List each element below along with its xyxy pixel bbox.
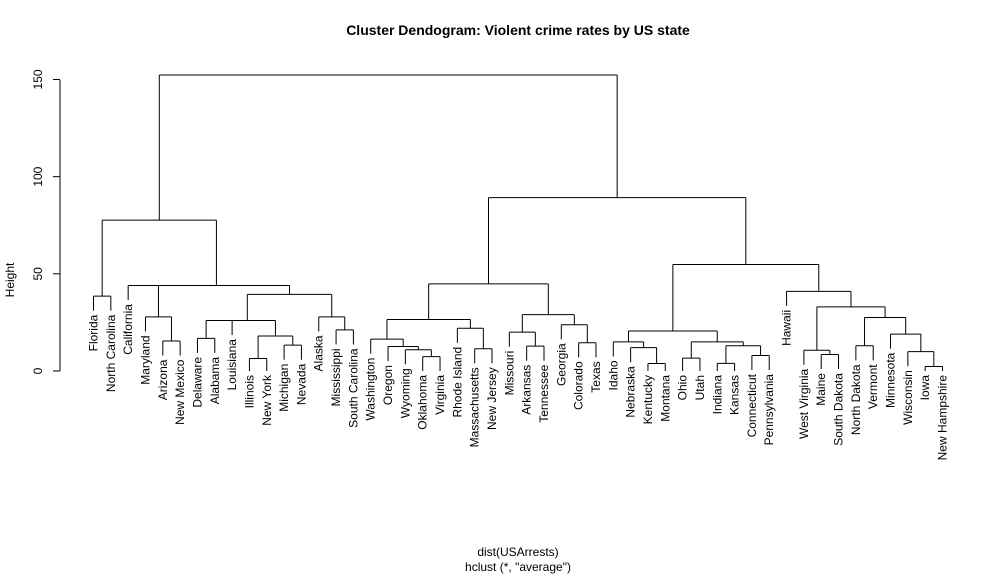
dendrogram-branches bbox=[93, 74, 943, 371]
leaf-label: Arizona bbox=[156, 359, 170, 400]
leaf-label: Pennsylvania bbox=[762, 374, 776, 446]
leaf-label: Ohio bbox=[676, 375, 690, 401]
y-tick-label: 0 bbox=[31, 367, 45, 374]
leaf-label: Illinois bbox=[242, 375, 256, 408]
y-tick-label: 150 bbox=[31, 69, 45, 89]
leaf-label: Delaware bbox=[190, 357, 204, 408]
leaf-label: Texas bbox=[589, 361, 603, 392]
y-axis: 0 50 100 150 bbox=[31, 69, 61, 374]
leaf-label: Mississippi bbox=[329, 348, 343, 406]
leaf-label: Virginia bbox=[433, 375, 447, 415]
leaf-label: New Mexico bbox=[173, 359, 187, 425]
leaf-label: Oklahoma bbox=[416, 375, 430, 430]
y-tick-label: 50 bbox=[31, 267, 45, 281]
leaf-label: Nevada bbox=[294, 363, 308, 405]
chart-title: Cluster Dendogram: Violent crime rates b… bbox=[346, 22, 690, 38]
x-axis-subtitle-1: dist(USArrests) bbox=[477, 545, 558, 559]
leaf-label: Indiana bbox=[710, 375, 724, 415]
leaf-label: Idaho bbox=[606, 360, 620, 390]
leaf-label: Alaska bbox=[312, 335, 326, 371]
leaf-label: Wyoming bbox=[398, 368, 412, 418]
leaf-label: Kansas bbox=[728, 375, 742, 415]
leaf-label: Iowa bbox=[918, 375, 932, 401]
leaf-label: Washington bbox=[364, 358, 378, 421]
leaf-label: Massachusetts bbox=[468, 367, 482, 447]
leaf-label: West Virginia bbox=[797, 368, 811, 439]
leaf-label: Utah bbox=[693, 375, 707, 400]
leaf-label: Oregon bbox=[381, 365, 395, 405]
leaf-label: North Carolina bbox=[104, 314, 118, 392]
leaf-label: California bbox=[121, 304, 135, 355]
leaf-label: Arkansas bbox=[520, 365, 534, 415]
leaf-label: Connecticut bbox=[745, 373, 759, 437]
leaf-label: Missouri bbox=[502, 351, 516, 396]
leaf-label: North Dakota bbox=[849, 364, 863, 435]
leaf-label: Wisconsin bbox=[901, 370, 915, 425]
leaf-label: Kentucky bbox=[641, 375, 655, 424]
leaf-label: Alabama bbox=[208, 357, 222, 405]
leaf-label: South Carolina bbox=[346, 348, 360, 428]
leaf-label: Tennessee bbox=[537, 364, 551, 422]
y-axis-title: Height bbox=[3, 262, 17, 297]
y-tick-label: 100 bbox=[31, 166, 45, 186]
leaf-label: Maryland bbox=[138, 335, 152, 384]
leaf-label: Hawaii bbox=[780, 310, 794, 346]
x-axis-subtitle-2: hclust (*, "average") bbox=[465, 560, 571, 574]
leaf-label: Vermont bbox=[866, 364, 880, 409]
leaf-label: Colorado bbox=[572, 361, 586, 410]
leaf-label: New Hampshire bbox=[936, 375, 950, 461]
leaf-label: Louisiana bbox=[225, 339, 239, 391]
leaf-label: Maine bbox=[814, 373, 828, 406]
leaf-label: New York bbox=[260, 374, 274, 426]
leaf-label: Montana bbox=[658, 375, 672, 422]
leaf-label: Michigan bbox=[277, 364, 291, 412]
leaf-label: New Jersey bbox=[485, 367, 499, 430]
leaf-label: Rhode Island bbox=[450, 347, 464, 418]
leaf-label: Georgia bbox=[554, 343, 568, 386]
leaf-label: Minnesota bbox=[884, 352, 898, 408]
leaf-label: Florida bbox=[87, 314, 101, 351]
leaf-label: Nebraska bbox=[624, 366, 638, 418]
leaf-label: South Dakota bbox=[832, 373, 846, 446]
